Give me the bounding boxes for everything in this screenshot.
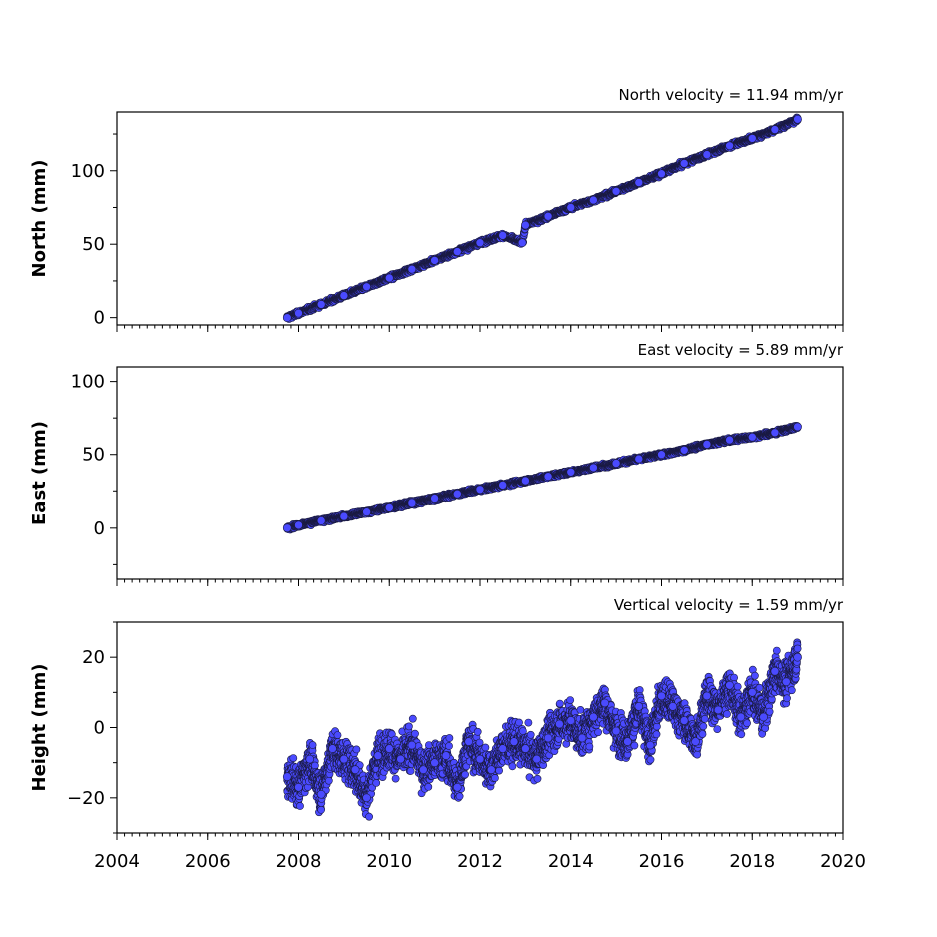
data-point <box>634 178 644 187</box>
y-tick-label: 100 <box>71 161 105 182</box>
data-point <box>543 212 553 221</box>
data-point <box>589 195 598 205</box>
y-axis-label: East (mm) <box>29 421 50 525</box>
data-point <box>725 141 734 151</box>
data-point <box>498 231 508 240</box>
velocity-label: North velocity = 11.94 mm/yr <box>619 86 844 104</box>
velocity-label: East velocity = 5.89 mm/yr <box>638 341 844 359</box>
data-point <box>657 169 666 178</box>
panel-1: North velocity = 11.94 mm/yr North (mm) 0 5… <box>29 86 844 332</box>
y-axis-label: North (mm) <box>29 160 50 278</box>
data-point <box>566 203 576 212</box>
data-point <box>339 291 349 300</box>
data-point <box>747 134 757 143</box>
data-point <box>475 238 485 247</box>
data-points <box>282 421 802 534</box>
data-points <box>282 113 802 323</box>
data-point <box>407 264 417 274</box>
data-point <box>611 187 621 196</box>
data-point <box>384 273 394 283</box>
data-point <box>793 115 802 124</box>
data-point <box>452 247 462 256</box>
data-point <box>702 150 712 159</box>
data-point <box>770 125 780 134</box>
data-point <box>430 256 439 265</box>
data-point <box>316 300 326 309</box>
y-tick-label: 50 <box>82 234 105 255</box>
data-point <box>282 313 292 323</box>
y-tick-label: 0 <box>94 308 105 329</box>
data-point <box>521 220 530 230</box>
data-point <box>362 282 371 292</box>
data-point <box>294 308 303 318</box>
data-point <box>517 238 527 247</box>
data-point <box>679 159 689 168</box>
